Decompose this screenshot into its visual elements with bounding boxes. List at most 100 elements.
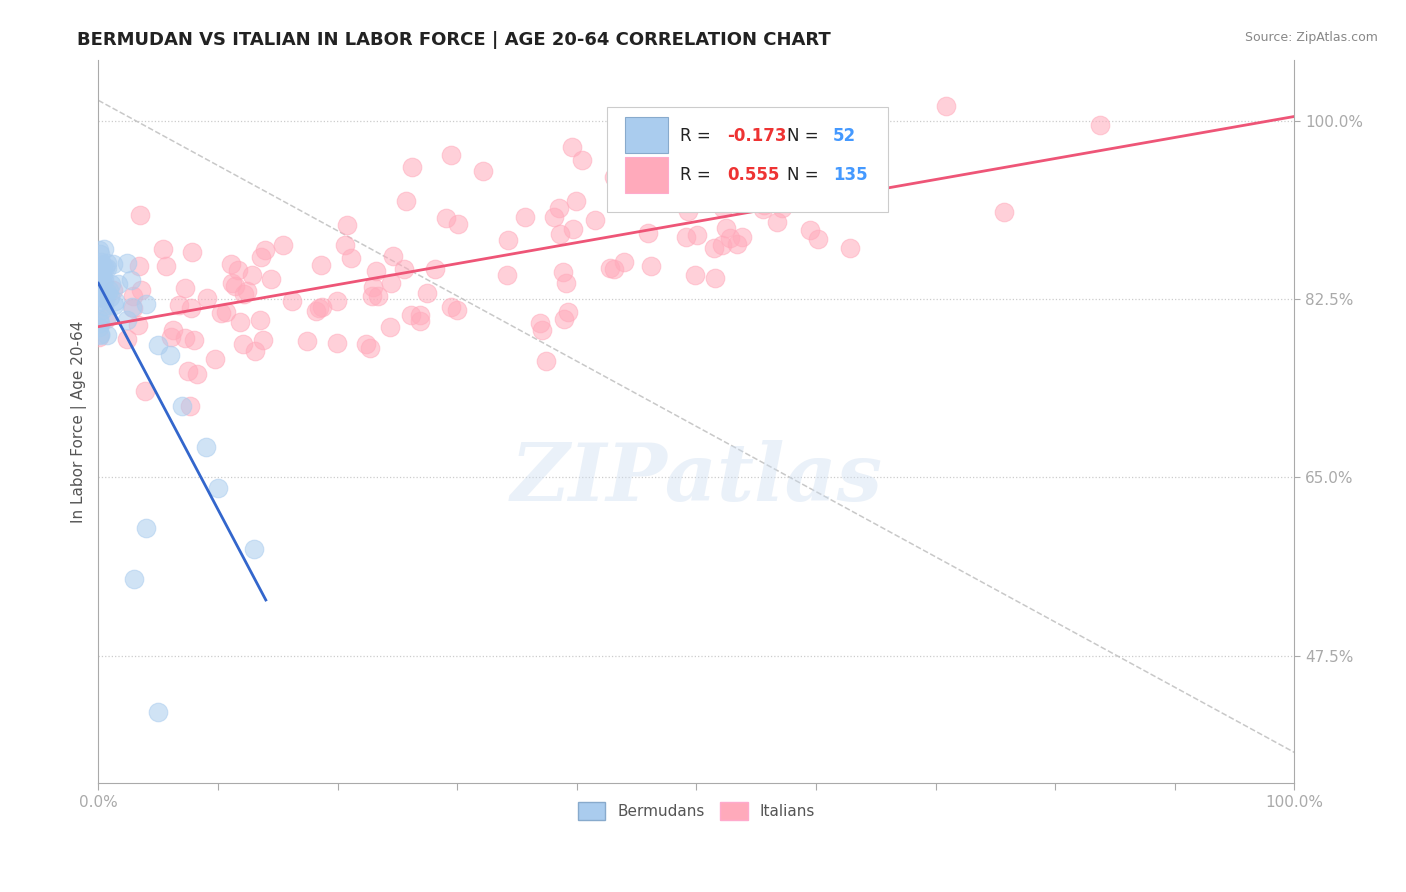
Point	[543, 210, 565, 224]
Point	[786, 192, 808, 206]
Point	[232, 336, 254, 351]
Point	[107, 277, 129, 292]
Point	[117, 332, 139, 346]
Point	[103, 298, 125, 312]
Point	[219, 257, 242, 271]
Point	[135, 521, 157, 535]
Point	[770, 202, 793, 216]
Point	[180, 301, 202, 315]
Point	[1088, 119, 1111, 133]
Point	[98, 283, 121, 297]
Point	[240, 268, 263, 282]
Point	[565, 194, 588, 209]
Point	[235, 285, 257, 299]
Point	[725, 160, 748, 174]
Point	[738, 156, 761, 170]
Point	[221, 276, 243, 290]
Point	[554, 276, 576, 290]
Point	[472, 164, 495, 178]
Point	[177, 364, 200, 378]
Point	[640, 259, 662, 273]
Text: N =: N =	[787, 127, 824, 145]
Text: 52: 52	[832, 127, 856, 145]
Point	[179, 399, 201, 413]
Point	[807, 232, 830, 246]
Point	[162, 323, 184, 337]
Point	[243, 344, 266, 359]
Point	[817, 152, 839, 166]
Point	[89, 327, 111, 342]
Point	[360, 289, 382, 303]
Point	[408, 308, 430, 322]
Point	[226, 263, 249, 277]
Point	[686, 227, 709, 242]
Point	[828, 175, 851, 189]
Point	[89, 316, 111, 330]
Point	[440, 300, 463, 314]
Point	[333, 237, 356, 252]
Point	[186, 367, 208, 381]
Point	[96, 255, 118, 269]
Point	[93, 242, 115, 256]
Point	[87, 319, 110, 334]
Point	[134, 384, 156, 398]
Point	[155, 259, 177, 273]
Point	[367, 289, 389, 303]
Point	[935, 99, 957, 113]
Point	[253, 243, 276, 257]
Text: Source: ZipAtlas.com: Source: ZipAtlas.com	[1244, 31, 1378, 45]
Point	[90, 255, 112, 269]
Point	[725, 236, 748, 251]
Point	[662, 142, 685, 156]
Point	[90, 266, 112, 280]
Point	[91, 290, 114, 304]
Point	[96, 310, 118, 324]
Point	[776, 160, 799, 174]
Point	[704, 271, 727, 285]
Point	[380, 276, 402, 290]
Point	[551, 265, 574, 279]
Point	[799, 223, 821, 237]
Point	[146, 338, 169, 352]
Point	[399, 309, 422, 323]
Point	[89, 258, 111, 272]
Point	[195, 440, 218, 454]
Point	[122, 301, 145, 316]
Point	[94, 311, 117, 326]
Point	[685, 268, 707, 282]
Point	[122, 289, 145, 303]
Point	[98, 289, 121, 303]
Point	[195, 291, 218, 305]
Point	[839, 241, 862, 255]
Point	[104, 293, 127, 308]
Point	[122, 572, 145, 586]
Point	[174, 331, 197, 345]
Point	[135, 297, 157, 311]
Point	[128, 259, 150, 273]
Point	[731, 230, 754, 244]
Point	[101, 257, 124, 271]
Point	[305, 304, 328, 318]
Point	[395, 194, 418, 209]
Text: R =: R =	[679, 166, 716, 185]
Point	[664, 145, 686, 160]
Point	[439, 147, 461, 161]
Point	[87, 284, 110, 298]
Point	[711, 201, 734, 215]
Point	[94, 292, 117, 306]
Y-axis label: In Labor Force | Age 20-64: In Labor Force | Age 20-64	[72, 320, 87, 523]
Point	[115, 313, 138, 327]
Text: 135: 135	[832, 166, 868, 185]
Point	[548, 227, 571, 241]
Point	[409, 314, 432, 328]
Text: ZIPatlas: ZIPatlas	[510, 441, 883, 518]
Text: 0.555: 0.555	[727, 166, 780, 185]
Point	[326, 293, 349, 308]
Point	[100, 277, 122, 291]
Point	[423, 261, 446, 276]
Point	[336, 218, 359, 232]
Point	[159, 348, 181, 362]
Point	[87, 312, 110, 326]
Point	[129, 283, 152, 297]
Point	[94, 286, 117, 301]
